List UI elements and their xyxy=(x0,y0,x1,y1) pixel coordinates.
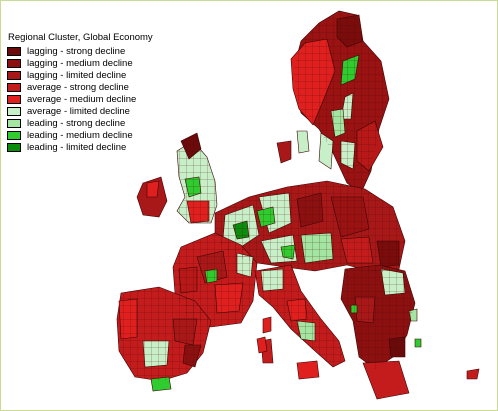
map-legend: Regional Cluster, Global Economy lagging… xyxy=(7,32,153,153)
legend-label: lagging - limited decline xyxy=(27,69,127,81)
legend-label: leading - limited decline xyxy=(27,141,127,153)
legend-item: average - limited decline xyxy=(7,105,153,117)
legend-label: average - limited decline xyxy=(27,105,130,117)
legend-swatch xyxy=(7,82,21,92)
legend-label: leading - strong decline xyxy=(27,117,126,129)
legend-swatch xyxy=(7,70,21,80)
legend-item: average - strong decline xyxy=(7,81,153,93)
legend-label: lagging - strong decline xyxy=(27,45,126,57)
legend-swatch xyxy=(7,46,21,56)
legend-item: lagging - limited decline xyxy=(7,69,153,81)
legend-item: average - medium decline xyxy=(7,93,153,105)
legend-item: lagging - strong decline xyxy=(7,45,153,57)
legend-swatch xyxy=(7,130,21,140)
legend-label: leading - medium decline xyxy=(27,129,133,141)
legend-swatch xyxy=(7,118,21,128)
legend-swatch xyxy=(7,58,21,68)
legend-swatch xyxy=(7,94,21,104)
legend-swatch xyxy=(7,106,21,116)
region-boundaries xyxy=(117,11,415,381)
legend-title: Regional Cluster, Global Economy xyxy=(8,32,153,43)
legend-item: leading - limited decline xyxy=(7,141,153,153)
legend-item: leading - medium decline xyxy=(7,129,153,141)
legend-label: average - strong decline xyxy=(27,81,129,93)
legend-label: average - medium decline xyxy=(27,93,137,105)
legend-item: lagging - medium decline xyxy=(7,57,153,69)
legend-item: leading - strong decline xyxy=(7,117,153,129)
legend-items: lagging - strong decline lagging - medium… xyxy=(7,45,153,153)
legend-swatch xyxy=(7,142,21,152)
legend-label: lagging - medium decline xyxy=(27,57,133,69)
